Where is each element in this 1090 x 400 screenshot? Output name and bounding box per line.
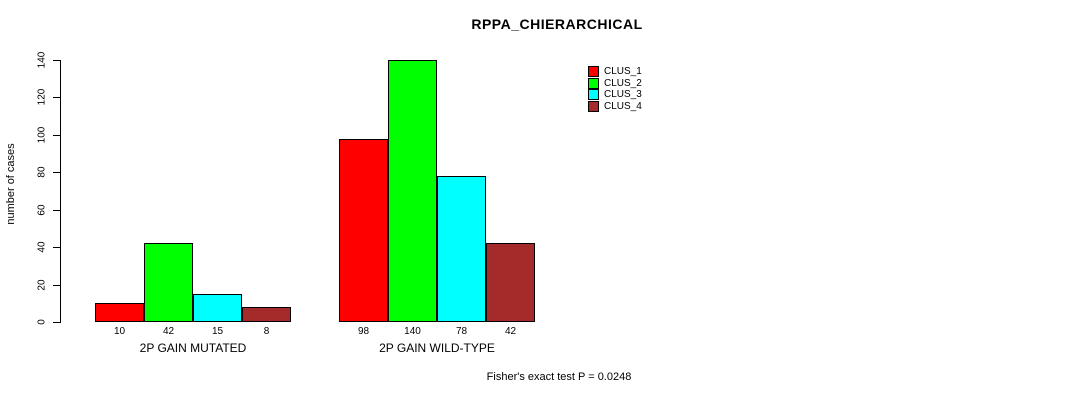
y-tick — [53, 210, 60, 211]
bar-value-label: 98 — [357, 326, 370, 337]
legend-label: CLUS_2 — [604, 77, 642, 89]
legend-item: CLUS_2 — [588, 77, 642, 90]
group-label: 2P GAIN WILD-TYPE — [379, 341, 495, 355]
y-axis-label: number of cases — [5, 143, 17, 225]
y-tick-label: 140 — [36, 51, 48, 69]
bar-clus_2 — [144, 243, 193, 322]
bar-clus_4 — [242, 307, 291, 322]
group-label: 2P GAIN MUTATED — [139, 341, 247, 355]
bar-clus_3 — [193, 294, 242, 322]
bar-clus_2 — [388, 60, 437, 322]
y-tick — [53, 135, 60, 136]
bar-clus_3 — [437, 176, 486, 322]
legend-item: CLUS_3 — [588, 89, 642, 101]
y-tick — [53, 247, 60, 248]
y-tick-label: 20 — [36, 279, 48, 291]
statistical-test-note: Fisher's exact test P = 0.0248 — [486, 371, 632, 383]
bar-value-label: 78 — [455, 326, 468, 337]
y-tick — [53, 322, 60, 323]
bar-value-label: 15 — [211, 326, 224, 337]
bar-clus_1 — [95, 303, 144, 322]
legend-swatch — [588, 77, 599, 89]
legend-label: CLUS_1 — [604, 66, 642, 78]
legend-item: CLUS_4 — [588, 101, 642, 113]
y-tick-label: 40 — [36, 241, 48, 253]
bar-value-label: 8 — [263, 326, 270, 337]
legend-swatch — [588, 66, 599, 78]
legend-swatch — [588, 101, 599, 113]
bar-value-label: 42 — [162, 326, 175, 337]
chart-title: RPPA_CHIERARCHICAL — [471, 16, 643, 32]
y-tick-label: 100 — [36, 126, 48, 144]
y-tick-label: 60 — [36, 204, 48, 216]
bar-value-label: 10 — [113, 326, 126, 337]
y-tick — [53, 97, 60, 98]
y-tick-label: 0 — [36, 319, 48, 325]
y-tick — [53, 285, 60, 286]
legend-label: CLUS_4 — [604, 101, 642, 113]
legend-item: CLUS_1 — [588, 66, 642, 78]
y-tick-label: 80 — [36, 166, 48, 178]
legend-swatch — [588, 89, 599, 101]
y-axis — [60, 60, 61, 323]
bar-clus_4 — [486, 243, 535, 322]
bar-value-label: 42 — [504, 326, 517, 337]
legend: CLUS_1 CLUS_2 CLUS_3 CLUS_4 — [588, 66, 642, 113]
y-tick — [53, 172, 60, 173]
bar-value-label: 140 — [404, 326, 421, 337]
bar-clus_1 — [339, 139, 388, 322]
y-tick-label: 120 — [36, 88, 48, 106]
legend-label: CLUS_3 — [604, 89, 642, 101]
y-tick — [53, 60, 60, 61]
